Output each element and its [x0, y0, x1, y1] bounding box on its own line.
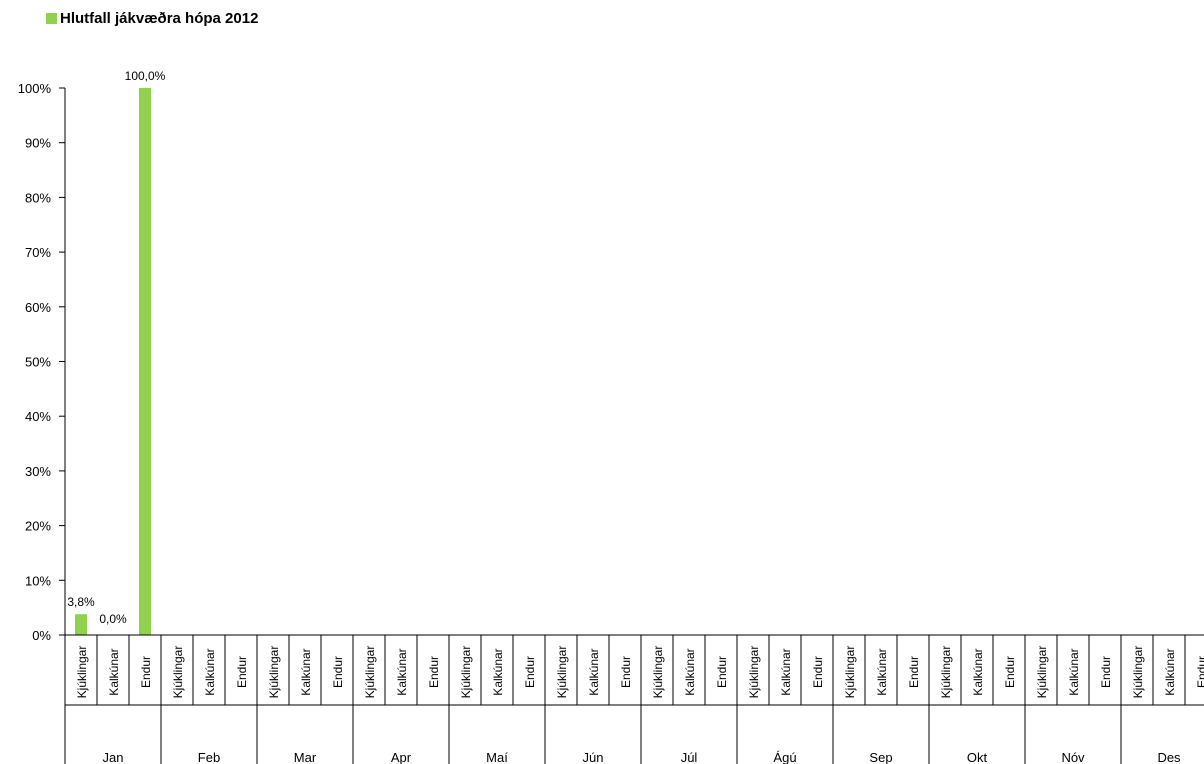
x-tick-label: Endur	[1195, 656, 1204, 688]
x-tick-label: Kjúklingar	[459, 646, 473, 699]
y-tick-label: 10%	[25, 573, 51, 588]
x-tick-label: Kjúklingar	[1131, 646, 1145, 699]
x-tick-label: Endur	[907, 656, 921, 688]
x-tick-label: Kalkúnar	[779, 648, 793, 695]
y-tick-label: 80%	[25, 190, 51, 205]
x-tick-label: Endur	[619, 656, 633, 688]
month-label: Apr	[391, 750, 412, 764]
y-tick-label: 70%	[25, 245, 51, 260]
month-label: Júl	[681, 750, 698, 764]
bar	[75, 614, 87, 635]
month-label: Okt	[967, 750, 988, 764]
month-label: Feb	[198, 750, 220, 764]
x-tick-label: Endur	[715, 656, 729, 688]
y-tick-label: 0%	[32, 628, 51, 643]
x-tick-label: Kjúklingar	[843, 646, 857, 699]
data-label: 100,0%	[125, 69, 166, 83]
data-label: 0,0%	[99, 612, 127, 626]
legend-swatch	[46, 12, 57, 24]
x-tick-label: Endur	[331, 656, 345, 688]
month-label: Mar	[294, 750, 317, 764]
month-label: Jan	[103, 750, 124, 764]
legend: Hlutfall jákvæðra hópa 2012	[46, 9, 258, 27]
x-tick-label: Kalkúnar	[299, 648, 313, 695]
x-tick-label: Endur	[139, 656, 153, 688]
x-tick-label: Kjúklingar	[1035, 646, 1049, 699]
y-tick-label: 50%	[25, 355, 51, 370]
data-label: 3,8%	[67, 595, 95, 609]
bar	[139, 88, 151, 635]
x-tick-label: Kalkúnar	[587, 648, 601, 695]
legend-label: Hlutfall jákvæðra hópa 2012	[60, 9, 259, 27]
x-tick-label: Kjúklingar	[555, 646, 569, 699]
y-tick-label: 40%	[25, 409, 51, 424]
x-tick-label: Kjúklingar	[363, 646, 377, 699]
x-tick-label: Endur	[427, 656, 441, 688]
x-tick-label: Kalkúnar	[971, 648, 985, 695]
x-tick-label: Endur	[523, 656, 537, 688]
x-axis: Kjúklingar Kalkúnar Endur Jan Kjúklingar Kalk…	[64, 634, 1204, 764]
y-tick-label: 30%	[25, 464, 51, 479]
y-tick-label: 90%	[25, 136, 51, 151]
x-tick-label: Kalkúnar	[1163, 648, 1177, 695]
y-axis: 0% 10% 20% 30% 40% 50% 60% 70% 80% 90% 100%	[18, 81, 66, 643]
x-tick-label: Kalkúnar	[1067, 648, 1081, 695]
x-tick-label: Kjúklingar	[939, 646, 953, 699]
bars: 3,8% 0,0% 100,0%	[67, 69, 166, 635]
x-tick-label: Kjúklingar	[75, 646, 89, 699]
month-label: Jún	[583, 750, 604, 764]
month-label: Ágú	[773, 750, 796, 764]
x-tick-label: Kalkúnar	[875, 648, 889, 695]
y-tick-label: 100%	[18, 81, 52, 96]
x-tick-label: Kjúklingar	[171, 646, 185, 699]
y-tick-label: 60%	[25, 300, 51, 315]
x-tick-label: Kalkúnar	[683, 648, 697, 695]
y-tick-label: 20%	[25, 519, 51, 534]
x-tick-label: Kjúklingar	[651, 646, 665, 699]
x-tick-label: Endur	[1099, 656, 1113, 688]
x-tick-label: Kalkúnar	[107, 648, 121, 695]
month-label: Sep	[869, 750, 892, 764]
month-label: Maí	[486, 750, 508, 764]
x-tick-label: Endur	[1003, 656, 1017, 688]
month-label: Nóv	[1061, 750, 1085, 764]
month-label: Des	[1157, 750, 1181, 764]
x-tick-label: Kjúklingar	[747, 646, 761, 699]
x-tick-label: Endur	[235, 656, 249, 688]
x-tick-label: Kalkúnar	[395, 648, 409, 695]
x-tick-label: Kalkúnar	[491, 648, 505, 695]
x-tick-label: Kjúklingar	[267, 646, 281, 699]
x-tick-label: Endur	[811, 656, 825, 688]
x-tick-label: Kalkúnar	[203, 648, 217, 695]
